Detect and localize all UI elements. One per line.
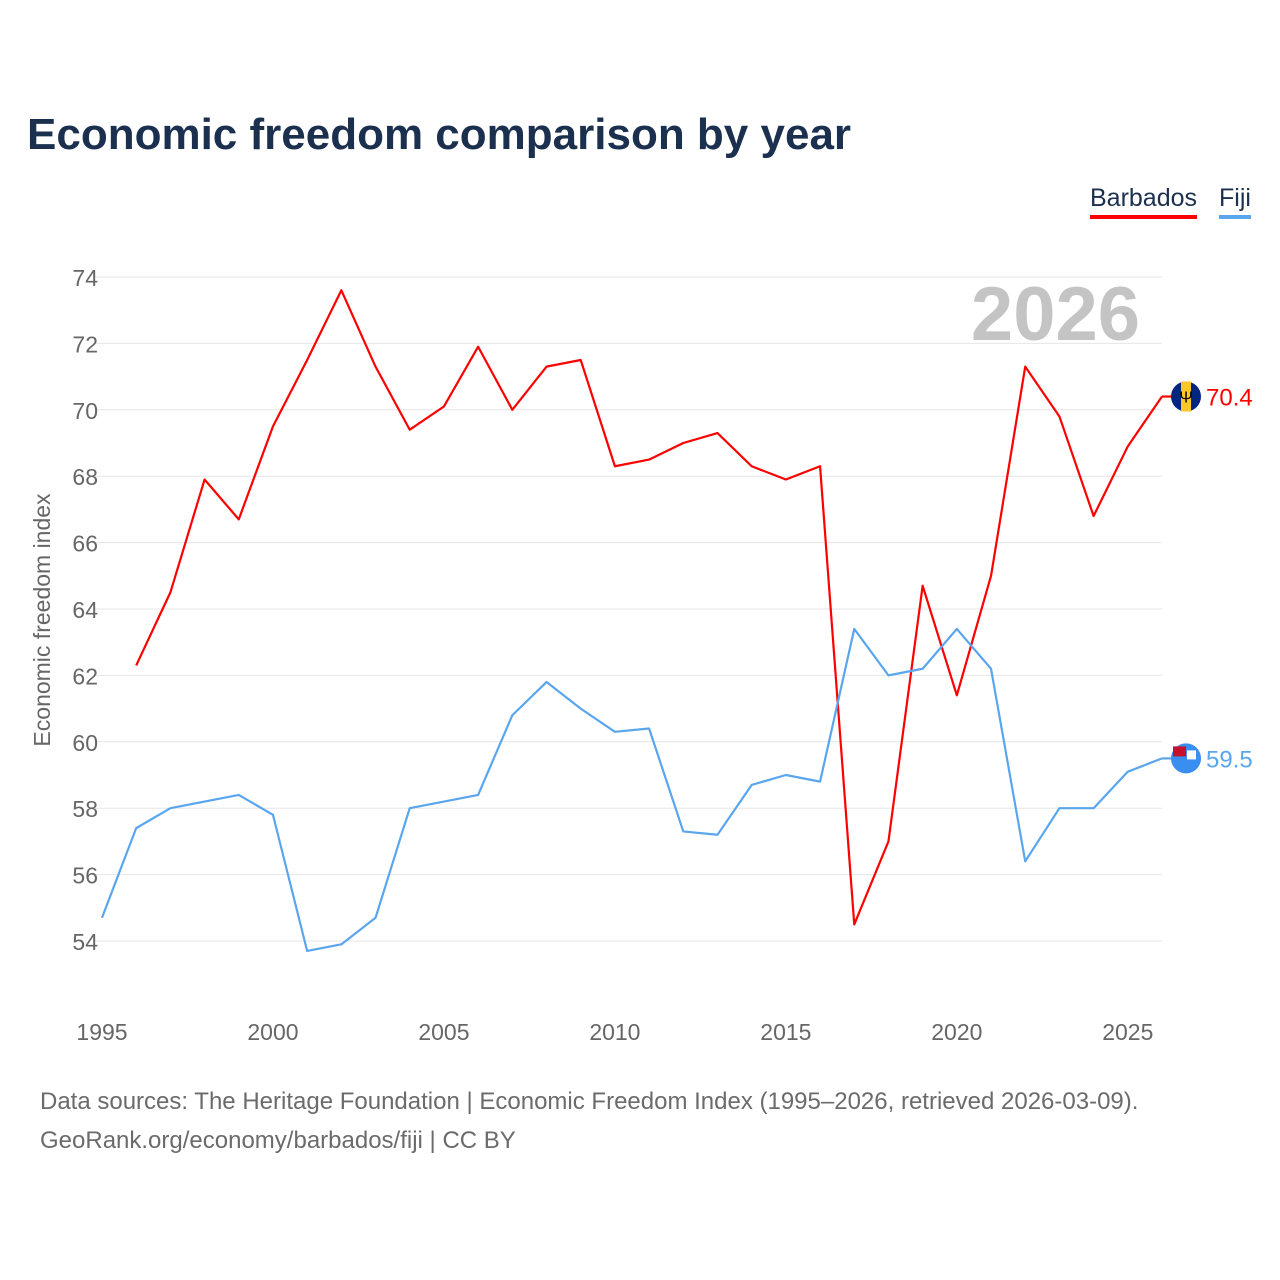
x-tick-label: 2020 xyxy=(931,1019,982,1045)
y-tick-label: 64 xyxy=(72,597,98,623)
year-watermark: 2026 xyxy=(971,272,1140,357)
fiji-shield xyxy=(1187,750,1196,760)
y-tick-label: 72 xyxy=(72,331,98,357)
end-value-label: 70.4 xyxy=(1206,385,1253,412)
y-tick-label: 66 xyxy=(72,531,98,557)
end-value-label: 59.5 xyxy=(1206,746,1253,773)
x-tick-label: 2015 xyxy=(760,1019,811,1045)
y-tick-label: 62 xyxy=(72,663,98,689)
y-tick-label: 70 xyxy=(72,398,98,424)
trident-icon: Ψ xyxy=(1179,390,1192,407)
legend-fiji[interactable]: Fiji xyxy=(1219,184,1251,219)
barbados-flag-stripe xyxy=(1181,381,1191,412)
x-tick-label: 2005 xyxy=(418,1019,469,1045)
x-tick-label: 2000 xyxy=(247,1019,298,1045)
x-tick-label: 1995 xyxy=(76,1019,127,1045)
source-text: Data sources: The Heritage Foundation | … xyxy=(40,1088,1139,1115)
y-axis-label: Economic freedom index xyxy=(29,493,55,747)
y-tick-label: 54 xyxy=(72,929,98,955)
y-tick-label: 58 xyxy=(72,796,98,822)
y-tick-label: 56 xyxy=(72,863,98,889)
x-tick-label: 2025 xyxy=(1102,1019,1153,1045)
series-line-fiji xyxy=(100,627,1163,953)
x-tick-label: 2010 xyxy=(589,1019,640,1045)
y-tick-label: 74 xyxy=(72,265,98,291)
fiji-union-jack xyxy=(1173,746,1186,757)
y-tick-label: 68 xyxy=(72,464,98,490)
chart-title: Economic freedom comparison by year xyxy=(27,110,852,159)
series-line-barbados xyxy=(135,289,1163,926)
y-tick-label: 60 xyxy=(72,730,98,756)
legend-barbados[interactable]: Barbados xyxy=(1090,184,1198,219)
source-link[interactable]: GeoRank.org/economy/barbados/fiji | CC B… xyxy=(40,1127,516,1154)
